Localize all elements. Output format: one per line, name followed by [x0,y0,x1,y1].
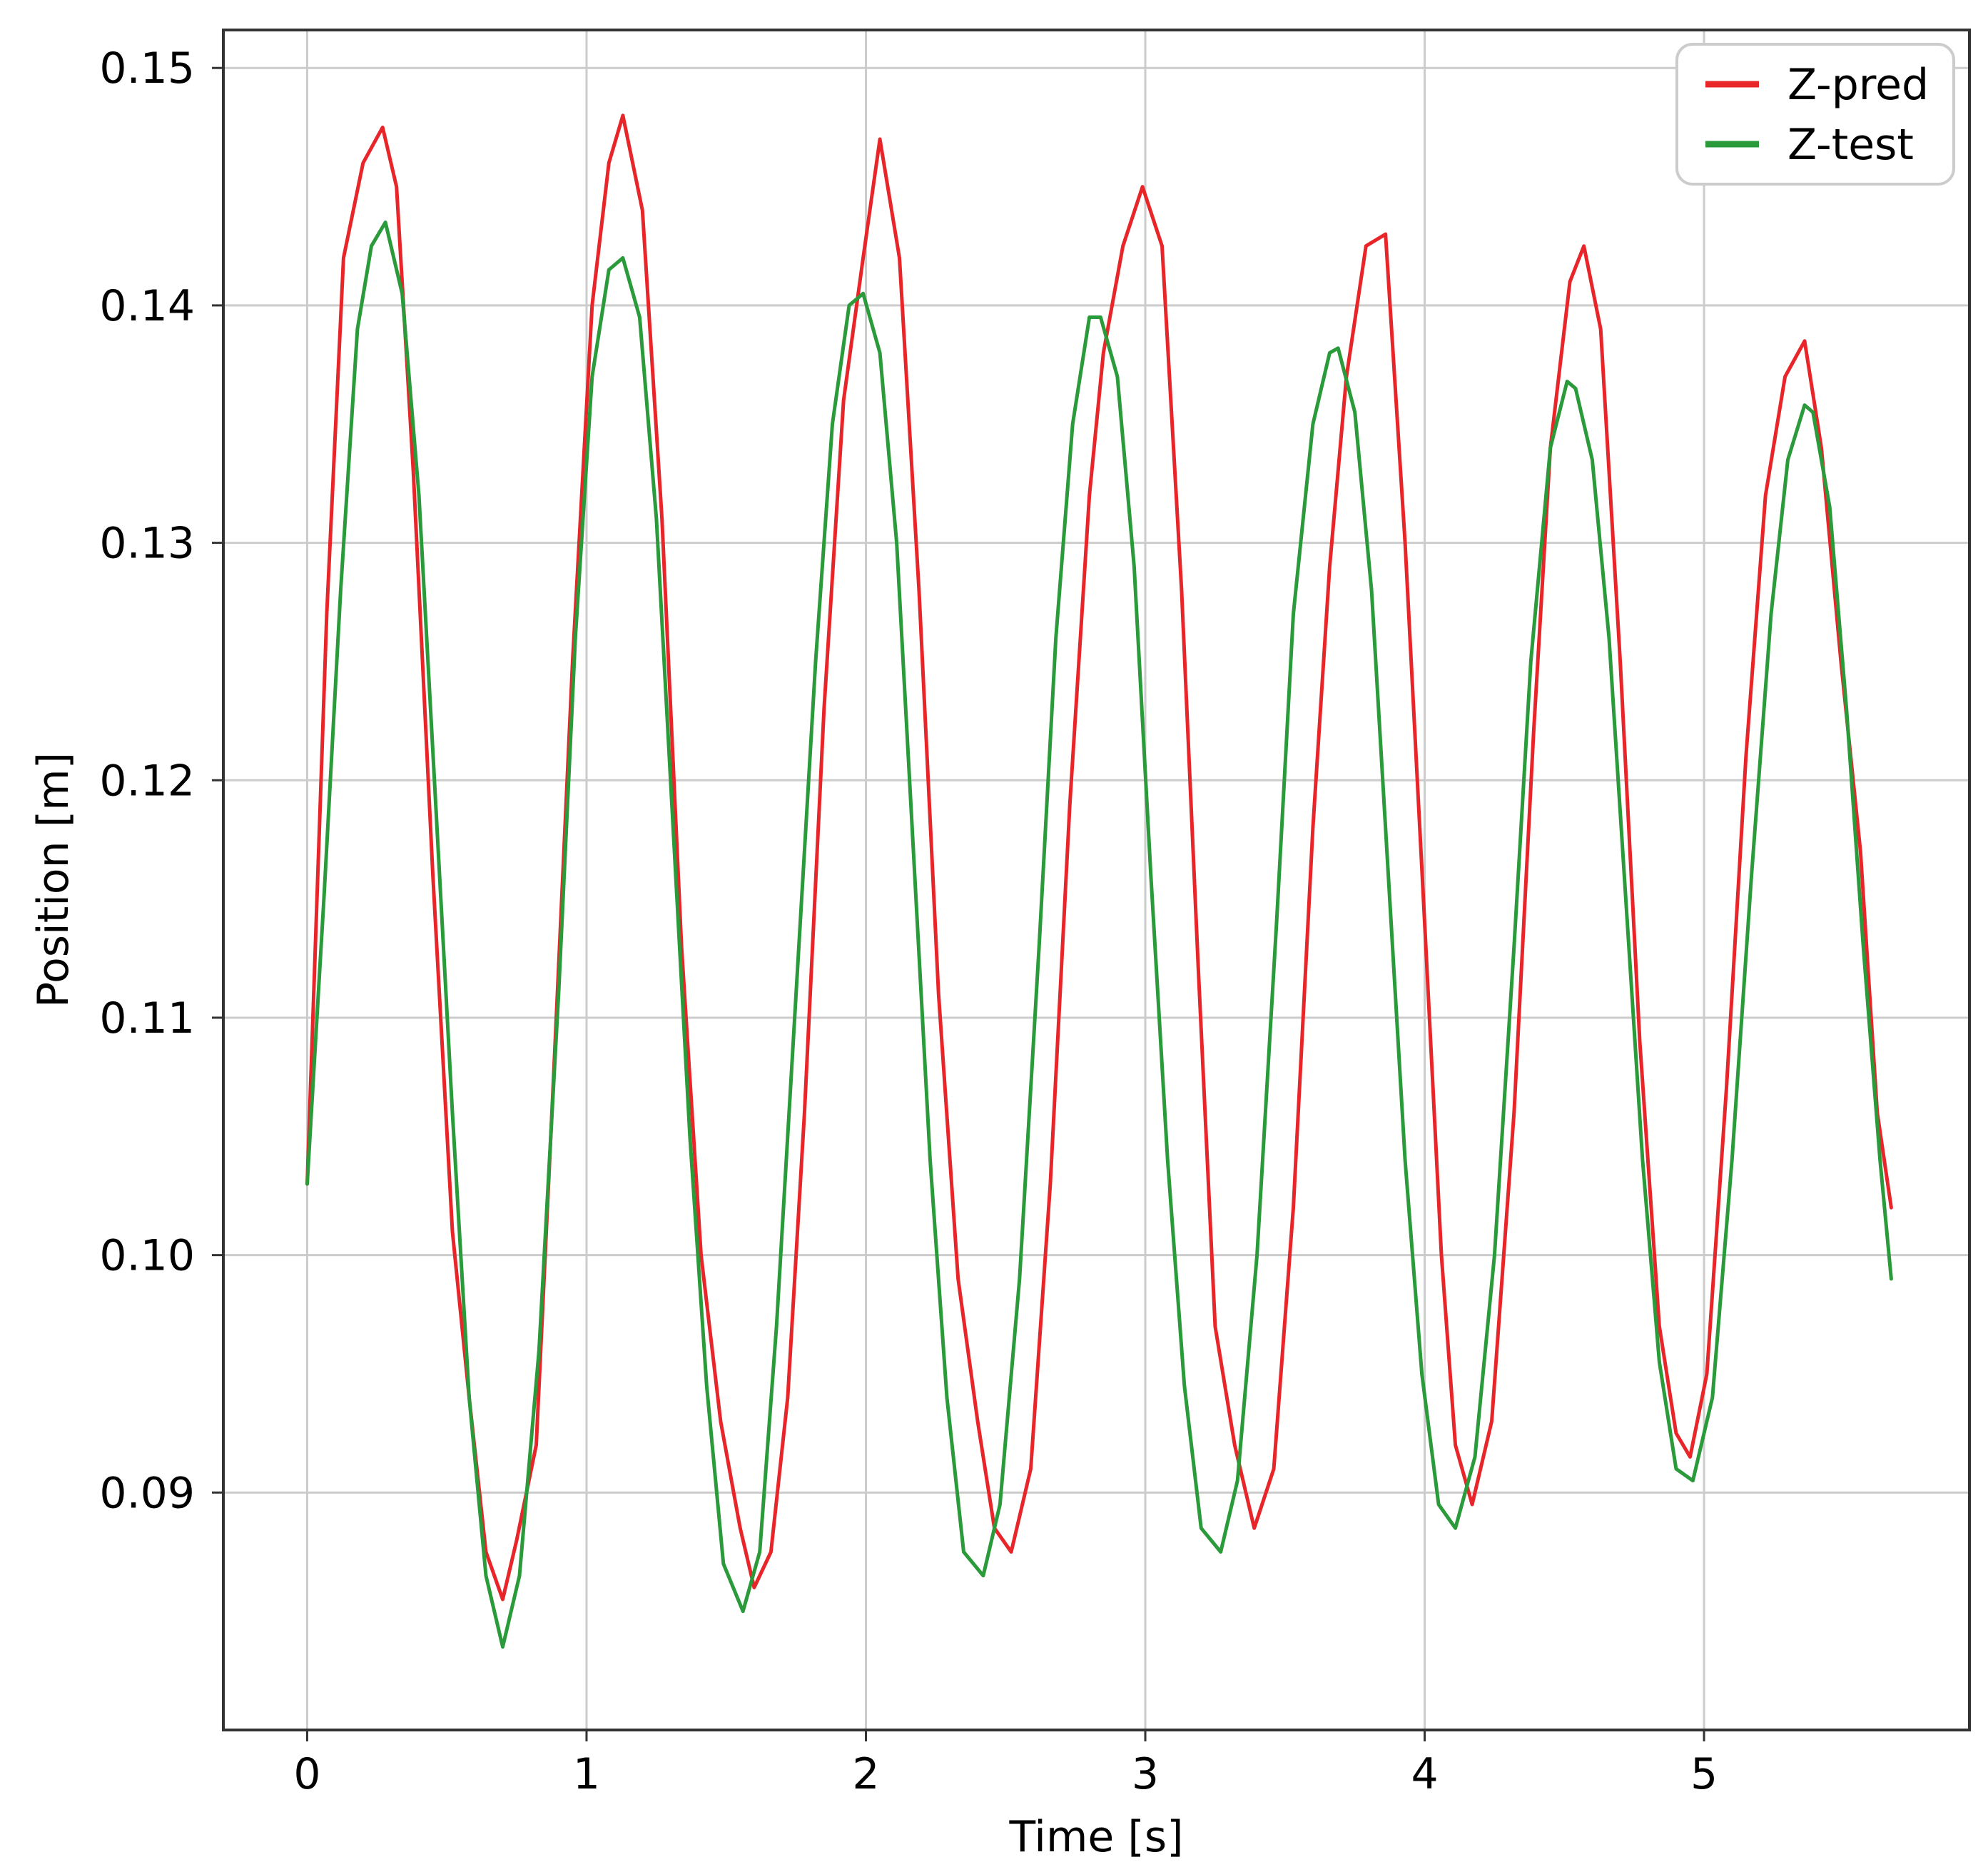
x-tick-label: 3 [1132,1749,1159,1799]
y-tick-label: 0.14 [99,281,195,331]
y-axis-ticks: 0.09 0.10 0.11 0.12 0.13 0.14 0.15 [99,44,223,1518]
legend-label-z-pred: Z-pred [1787,60,1929,110]
y-tick-label: 0.11 [99,993,195,1043]
y-axis-label: Position [m] [29,752,78,1008]
y-tick-label: 0.15 [99,44,195,93]
x-tick-label: 5 [1690,1749,1718,1799]
y-tick-label: 0.12 [99,756,195,806]
legend-box [1675,43,1955,186]
series-line-z-test [305,221,1893,1649]
series-layer [305,113,1893,1649]
x-tick-label: 1 [573,1749,600,1799]
x-axis-label: Time [s] [1009,1812,1184,1862]
plot-frame [222,29,1971,1731]
y-tick-label: 0.13 [99,519,195,569]
x-tick-label: 4 [1411,1749,1438,1799]
legend: Z-pred Z-test [1675,43,1955,186]
legend-label-z-test: Z-test [1787,120,1914,170]
x-axis-ticks: 0 1 2 3 4 5 [293,1730,1718,1799]
y-tick-label: 0.10 [99,1231,195,1281]
x-tick-label: 0 [293,1749,320,1799]
y-tick-label: 0.09 [99,1468,195,1518]
x-tick-label: 2 [852,1749,879,1799]
